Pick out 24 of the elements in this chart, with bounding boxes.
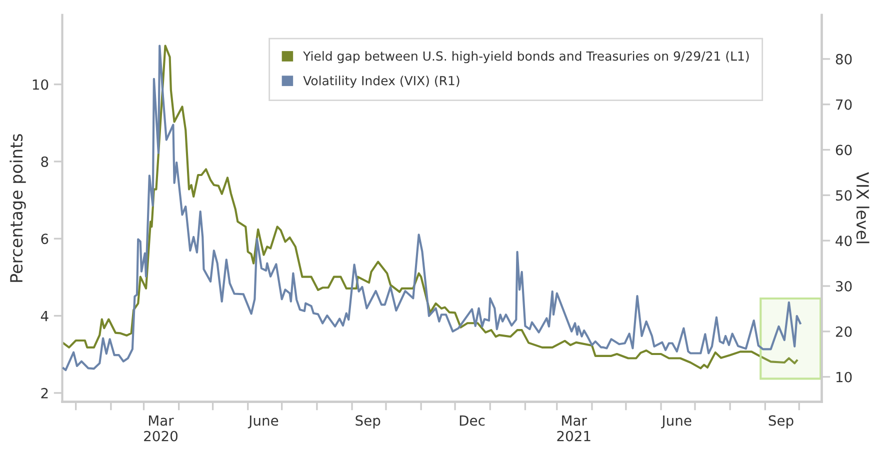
y2-tick-label: 10 xyxy=(836,372,852,382)
legend-label: Volatility Index (VIX) (R1) xyxy=(303,76,460,88)
y2-tick-label: 30 xyxy=(836,280,852,292)
y2-tick-label: 20 xyxy=(836,326,852,337)
y2-tick-label: 40 xyxy=(836,236,852,246)
x-tick-label: Sep xyxy=(356,415,380,428)
y2-tick-label: 70 xyxy=(836,99,852,110)
y2-tick-label: 60 xyxy=(836,144,852,156)
x-tick-label: Sep xyxy=(768,415,794,428)
y2-tick-label: 50 xyxy=(836,190,852,201)
y2-tick-label: 80 xyxy=(836,54,852,64)
y-tick-label: 6 xyxy=(41,234,48,244)
legend-label: Yield gap between U.S. high-yield bonds and Treasuries on 9/29/21 (L1) xyxy=(303,51,749,64)
y-tick-label: 10 xyxy=(32,79,48,90)
x-tick-label: Dec xyxy=(460,415,485,426)
y2-axis-title: VIX level xyxy=(856,172,870,244)
y-tick-label: 4 xyxy=(40,310,48,322)
x-tick-label: Mar 2021 xyxy=(557,415,590,442)
y-tick-label: 2 xyxy=(41,388,48,398)
x-tick-label: June xyxy=(661,415,692,428)
x-tick-label: June xyxy=(248,415,278,428)
x-tick-label: Mar 2020 xyxy=(144,415,178,442)
y-axis-title: Percentage points xyxy=(10,134,26,282)
y-tick-label: 8 xyxy=(41,156,48,167)
